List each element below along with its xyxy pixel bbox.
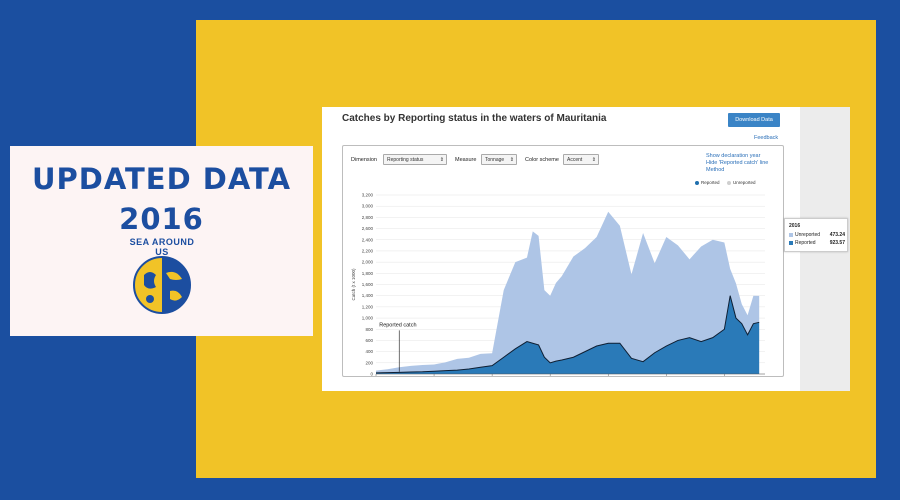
download-data-button[interactable]: Download Data bbox=[728, 113, 780, 127]
y-tick-label: 1,600 bbox=[362, 282, 374, 287]
y-tick-label: 2,600 bbox=[362, 226, 374, 231]
tooltip-year: 2016 bbox=[789, 223, 801, 229]
tooltip-value: 473.24 bbox=[829, 232, 845, 238]
y-tick-label: 1,800 bbox=[362, 271, 374, 276]
app-window: Catches by Reporting status in the water… bbox=[322, 107, 850, 391]
y-tick-label: 3,200 bbox=[362, 193, 374, 198]
legend-item-unreported[interactable]: Unreported bbox=[727, 180, 756, 185]
color-scheme-value: Accent bbox=[567, 157, 583, 163]
color-scheme-label: Color scheme bbox=[525, 157, 559, 163]
y-tick-label: 800 bbox=[365, 327, 373, 332]
y-tick-label: 1,200 bbox=[362, 304, 374, 309]
chart-title: Catches by Reporting status in the water… bbox=[342, 113, 607, 124]
promo-year: 2016 bbox=[119, 202, 204, 236]
catch-area-chart: 0 200 400 600 800 1,000 1,200 1,400 1,600 1,800 2,… bbox=[351, 193, 765, 377]
legend-label: Reported bbox=[701, 180, 720, 185]
dimension-value: Reporting status bbox=[387, 157, 424, 163]
select-caret-icon: ⇕ bbox=[439, 157, 444, 163]
select-caret-icon: ⇕ bbox=[509, 157, 514, 163]
tooltip-value: 923.57 bbox=[829, 240, 845, 246]
chart-frame: Dimension Reporting status ⇕ Measure Ton… bbox=[342, 145, 784, 377]
y-tick-label: 2,400 bbox=[362, 237, 374, 242]
reported-area bbox=[376, 295, 760, 374]
tooltip-row-unreported: Unreported 473.24 bbox=[789, 232, 845, 238]
legend-item-reported[interactable]: Reported bbox=[695, 180, 720, 185]
dimension-select[interactable]: Reporting status ⇕ bbox=[383, 154, 447, 165]
y-tick-label: 600 bbox=[365, 338, 373, 343]
method-link[interactable]: Method bbox=[706, 167, 725, 173]
y-tick-label: 3,000 bbox=[362, 204, 374, 209]
promo-headline: UPDATED DATA bbox=[31, 162, 292, 196]
y-tick-label: 1,400 bbox=[362, 293, 374, 298]
sea-around-us-logo: SEA AROUND US bbox=[122, 237, 202, 321]
unreported-area bbox=[376, 211, 760, 373]
color-scheme-select[interactable]: Accent ⇕ bbox=[563, 154, 599, 165]
y-tick-label: 2,800 bbox=[362, 215, 374, 220]
reported-catch-line bbox=[375, 295, 760, 374]
select-caret-icon: ⇕ bbox=[591, 157, 596, 163]
y-tick-label: 0 bbox=[370, 372, 373, 377]
y-tick-label: 1,000 bbox=[362, 316, 374, 321]
y-tick-label: 400 bbox=[365, 349, 373, 354]
y-tick-label: 200 bbox=[365, 360, 373, 365]
hide-reported-catch-link[interactable]: Hide 'Reported catch' line bbox=[706, 160, 769, 166]
measure-select[interactable]: Tonnage ⇕ bbox=[481, 154, 517, 165]
tooltip-series-name: Unreported bbox=[795, 232, 821, 238]
y-tick-label: 2,000 bbox=[362, 260, 374, 265]
show-declaration-year-link[interactable]: Show declaration year bbox=[706, 153, 761, 159]
tooltip-row-reported: Reported 923.57 bbox=[789, 240, 845, 246]
legend-dot-icon bbox=[727, 180, 731, 185]
chart-tooltip: 2016 Unreported 473.24 Reported 923.57 bbox=[784, 218, 848, 252]
feedback-link[interactable]: Feedback bbox=[754, 135, 779, 141]
swatch-icon bbox=[789, 232, 793, 237]
tooltip-series-name: Reported bbox=[795, 240, 816, 246]
swatch-icon bbox=[789, 240, 793, 245]
dimension-label: Dimension bbox=[351, 157, 377, 163]
reported-catch-annotation: Reported catch bbox=[379, 322, 416, 328]
logo-text: SEA AROUND US bbox=[129, 237, 195, 257]
y-axis-label: Catch (t x 1000) bbox=[351, 268, 356, 301]
promo-card: UPDATED DATA 2016 SEA AROUND US bbox=[10, 146, 313, 336]
legend-dot-icon bbox=[695, 180, 699, 185]
measure-label: Measure bbox=[455, 157, 477, 163]
globe-icon bbox=[133, 256, 191, 314]
legend-label: Unreported bbox=[733, 180, 756, 185]
measure-value: Tonnage bbox=[485, 157, 505, 163]
y-tick-label: 2,200 bbox=[362, 248, 374, 253]
